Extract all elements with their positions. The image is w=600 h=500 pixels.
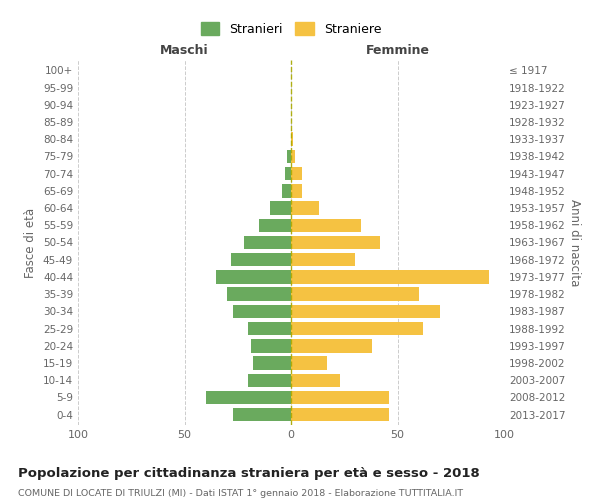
Text: Popolazione per cittadinanza straniera per età e sesso - 2018: Popolazione per cittadinanza straniera p… [18, 468, 480, 480]
Bar [291, 374, 340, 387]
Text: Maschi: Maschi [160, 44, 209, 58]
Bar [291, 132, 293, 146]
Bar [291, 270, 489, 283]
Bar [206, 390, 291, 404]
Text: COMUNE DI LOCATE DI TRIULZI (MI) - Dati ISTAT 1° gennaio 2018 - Elaborazione TUT: COMUNE DI LOCATE DI TRIULZI (MI) - Dati … [18, 489, 463, 498]
Bar [291, 322, 423, 336]
Text: Femmine: Femmine [365, 44, 430, 58]
Bar [291, 184, 302, 198]
Y-axis label: Anni di nascita: Anni di nascita [568, 199, 581, 286]
Bar [283, 184, 291, 198]
Bar [291, 304, 440, 318]
Bar [251, 339, 291, 352]
Bar [217, 270, 291, 283]
Bar [291, 236, 380, 249]
Bar [233, 304, 291, 318]
Bar [291, 202, 319, 215]
Bar [253, 356, 291, 370]
Bar [291, 339, 372, 352]
Y-axis label: Fasce di età: Fasce di età [25, 208, 37, 278]
Bar [227, 288, 291, 301]
Bar [232, 253, 291, 266]
Bar [291, 288, 419, 301]
Bar [291, 390, 389, 404]
Bar [284, 167, 291, 180]
Bar [270, 202, 291, 215]
Bar [291, 150, 295, 163]
Bar [248, 374, 291, 387]
Bar [233, 408, 291, 422]
Bar [287, 150, 291, 163]
Legend: Stranieri, Straniere: Stranieri, Straniere [200, 22, 382, 36]
Bar [248, 322, 291, 336]
Bar [244, 236, 291, 249]
Bar [291, 218, 361, 232]
Bar [291, 356, 327, 370]
Bar [259, 218, 291, 232]
Bar [291, 253, 355, 266]
Bar [291, 408, 389, 422]
Bar [291, 167, 302, 180]
